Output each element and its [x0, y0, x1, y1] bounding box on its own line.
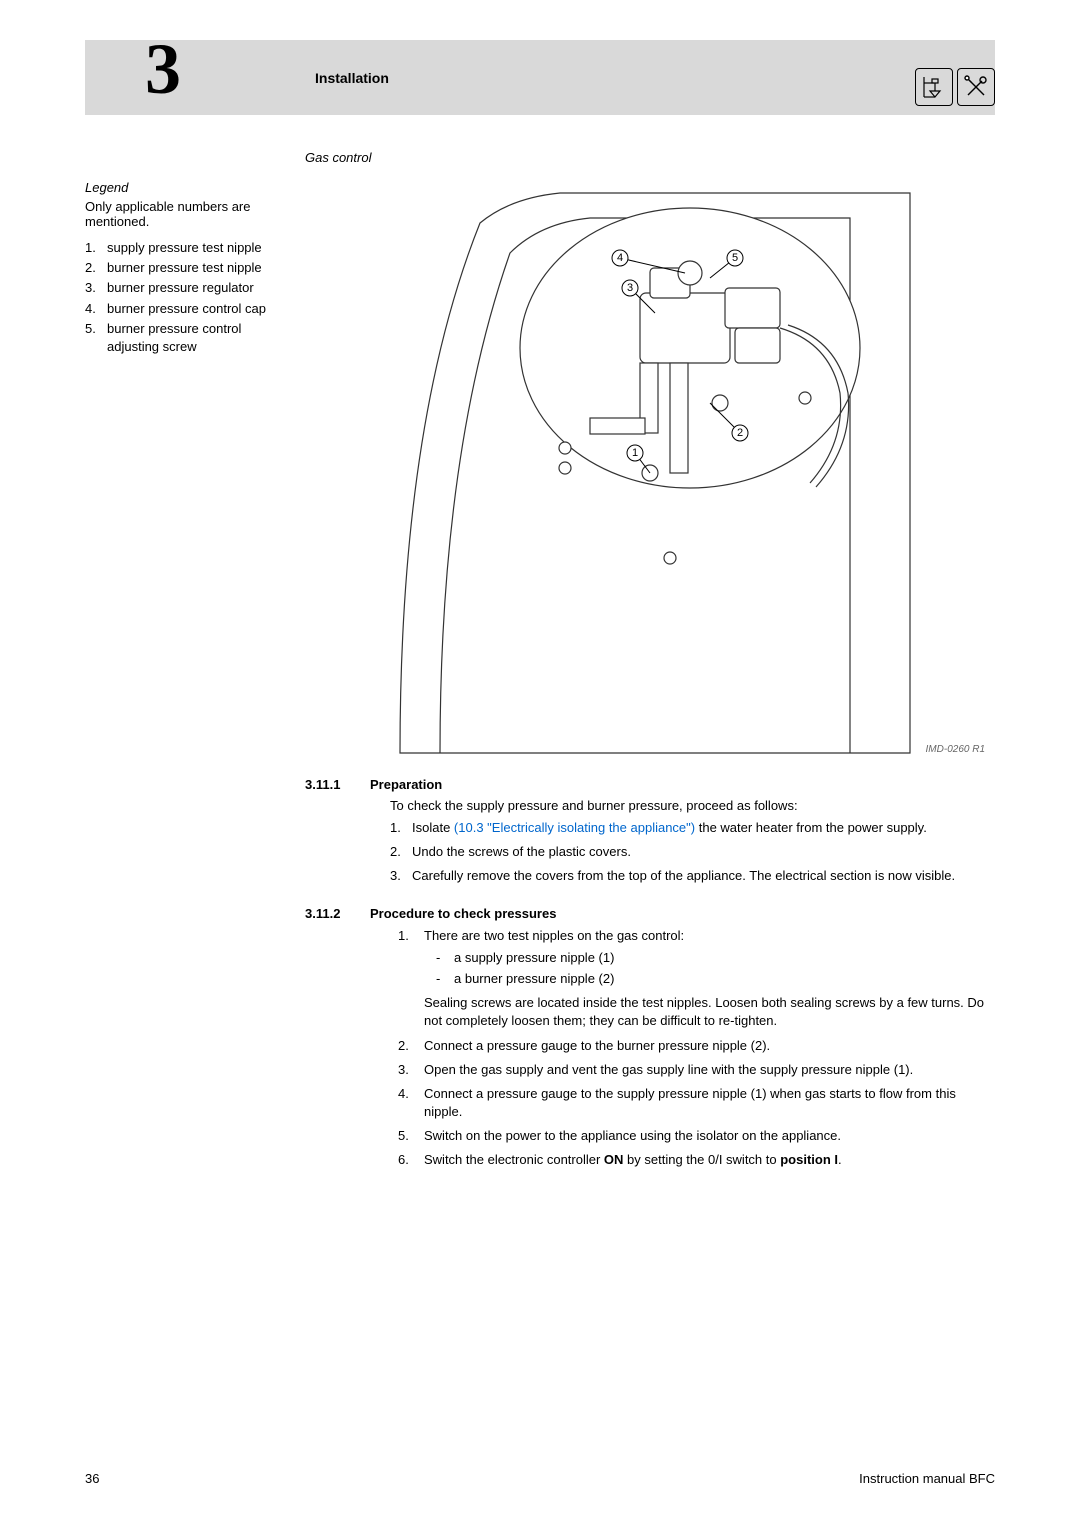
legend-title: Legend: [85, 180, 285, 195]
section-number: 3.11.2: [305, 906, 370, 1176]
legend-item: burner pressure test nipple: [85, 259, 285, 277]
section-heading: Procedure to check pressures: [370, 906, 995, 921]
sub-item: a supply pressure nipple (1): [436, 949, 995, 967]
section: 3.11.2Procedure to check pressures There …: [305, 906, 995, 1176]
cross-ref-link[interactable]: (10.3 "Electrically isolating the applia…: [454, 820, 695, 835]
figure-diagram: 1 2 3 4 5 IMD-0260 R1: [305, 173, 995, 763]
legend-item: burner pressure control cap: [85, 300, 285, 318]
header-icons: [915, 68, 995, 106]
sub-item: a burner pressure nipple (2): [436, 970, 995, 988]
svg-text:1: 1: [632, 447, 638, 459]
step-item: Undo the screws of the plastic covers.: [390, 843, 995, 861]
valve-icon: [915, 68, 953, 106]
step-item: Connect a pressure gauge to the burner p…: [398, 1037, 995, 1055]
svg-text:5: 5: [732, 252, 738, 264]
section-number: 3.11.1: [305, 777, 370, 892]
step-para: Sealing screws are located inside the te…: [424, 994, 995, 1030]
svg-text:2: 2: [737, 427, 743, 439]
step-item: Switch the electronic controller ON by s…: [398, 1151, 995, 1169]
chapter-header: 3 Installation: [85, 40, 995, 115]
step-list: Isolate (10.3 "Electrically isolating th…: [390, 819, 995, 886]
footer-title: Instruction manual BFC: [859, 1471, 995, 1486]
legend-list: supply pressure test nipple burner pressu…: [85, 239, 285, 356]
page-footer: 36 Instruction manual BFC: [85, 1471, 995, 1486]
sub-list: a supply pressure nipple (1) a burner pre…: [436, 949, 995, 988]
legend-item: burner pressure regulator: [85, 279, 285, 297]
chapter-title: Installation: [315, 70, 389, 86]
step-item: Carefully remove the covers from the top…: [390, 867, 995, 885]
step-item: There are two test nipples on the gas co…: [398, 927, 995, 1031]
section-intro: To check the supply pressure and burner …: [390, 798, 995, 813]
legend-note: Only applicable numbers are mentioned.: [85, 199, 285, 229]
step-item: Isolate (10.3 "Electrically isolating th…: [390, 819, 995, 837]
tools-icon: [957, 68, 995, 106]
step-item: Connect a pressure gauge to the supply p…: [398, 1085, 995, 1121]
page-number: 36: [85, 1471, 99, 1486]
step-item: Switch on the power to the appliance usi…: [398, 1127, 995, 1145]
svg-text:4: 4: [617, 252, 623, 264]
chapter-number: 3: [145, 28, 181, 111]
legend-item: burner pressure control adjusting screw: [85, 320, 285, 356]
figure-id: IMD-0260 R1: [926, 744, 985, 755]
section: 3.11.1Preparation To check the supply pre…: [305, 777, 995, 892]
legend-item: supply pressure test nipple: [85, 239, 285, 257]
step-item: Open the gas supply and vent the gas sup…: [398, 1061, 995, 1079]
section-heading: Preparation: [370, 777, 995, 792]
step-list: There are two test nipples on the gas co…: [398, 927, 995, 1170]
figure-caption: Gas control: [305, 150, 995, 165]
svg-text:3: 3: [627, 282, 633, 294]
